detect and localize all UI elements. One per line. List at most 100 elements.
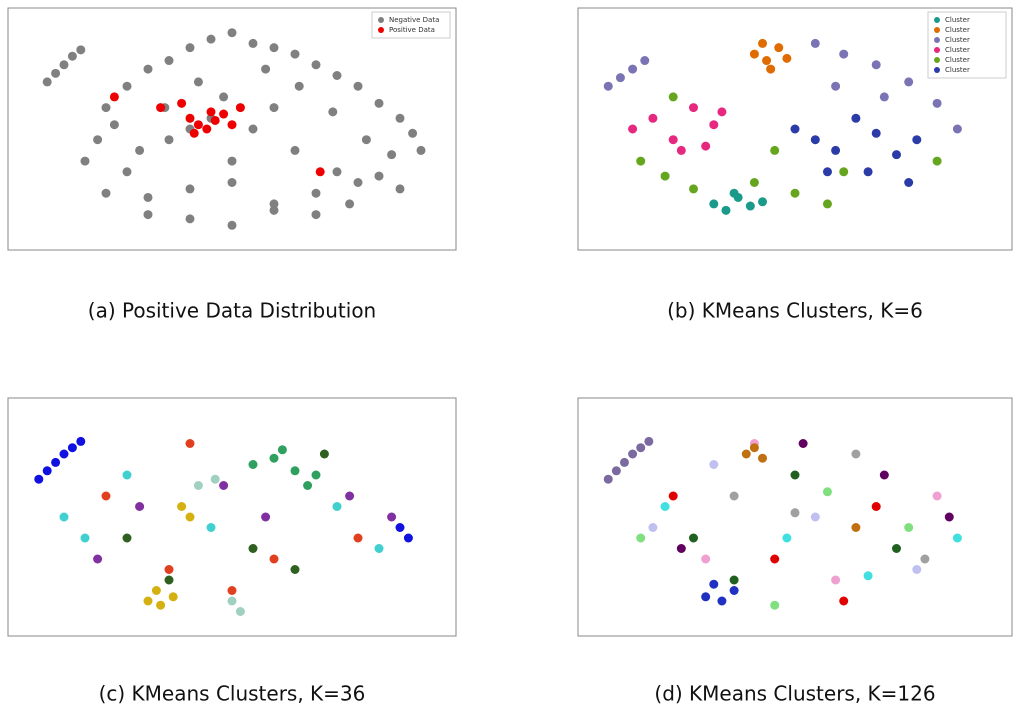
data-point — [353, 81, 363, 91]
data-point — [227, 586, 237, 595]
data-point — [615, 73, 625, 83]
legend-marker — [378, 27, 384, 33]
data-point — [76, 45, 86, 55]
data-point — [790, 508, 800, 518]
legend-label: Cluster — [945, 16, 970, 24]
data-point — [67, 51, 77, 61]
data-point — [109, 120, 119, 130]
legend-box — [927, 11, 1007, 79]
data-point — [164, 56, 174, 66]
data-point — [912, 565, 922, 574]
data-point — [143, 64, 153, 74]
data-point — [636, 533, 646, 543]
data-point — [374, 171, 384, 181]
data-point — [51, 68, 61, 78]
data-point — [156, 103, 166, 113]
data-point — [782, 53, 792, 63]
data-point — [122, 470, 132, 480]
data-point — [745, 201, 755, 211]
data-point — [648, 523, 658, 532]
data-point — [315, 167, 325, 177]
data-point — [871, 502, 881, 511]
legend-label: Cluster — [945, 26, 970, 34]
data-point — [164, 135, 174, 145]
data-point — [770, 554, 780, 564]
data-point — [660, 502, 670, 511]
legend-marker — [934, 57, 940, 63]
data-point — [311, 60, 321, 70]
data-point — [603, 81, 613, 91]
data-point — [122, 167, 132, 177]
data-point — [758, 453, 768, 463]
data-point — [345, 491, 355, 501]
data-point — [269, 103, 279, 113]
data-point — [269, 453, 279, 463]
data-point — [210, 115, 220, 125]
data-point — [93, 135, 103, 145]
data-point — [93, 554, 103, 564]
data-point — [831, 145, 841, 155]
data-point — [611, 466, 621, 476]
data-point — [248, 38, 258, 48]
data-point — [408, 128, 418, 138]
data-point — [177, 502, 187, 511]
data-point — [912, 135, 922, 145]
data-point — [269, 43, 279, 53]
data-point — [294, 81, 304, 91]
data-point — [770, 145, 780, 155]
data-point — [944, 512, 954, 522]
data-point — [668, 135, 678, 145]
data-point — [248, 124, 258, 134]
legend-marker — [934, 47, 940, 53]
data-point — [290, 145, 300, 155]
data-point — [227, 220, 237, 230]
data-point — [345, 199, 355, 209]
data-point — [395, 184, 405, 194]
data-point — [269, 205, 279, 215]
data-point — [709, 460, 719, 469]
data-point — [892, 150, 901, 160]
data-point — [676, 544, 686, 553]
data-point — [185, 113, 195, 123]
data-point — [871, 60, 881, 70]
data-point — [904, 523, 914, 532]
data-point — [904, 178, 914, 187]
data-point — [603, 474, 613, 484]
data-point — [101, 103, 111, 113]
data-point — [790, 470, 800, 480]
data-point — [810, 38, 820, 48]
data-point — [34, 474, 44, 484]
data-point — [76, 436, 86, 446]
data-point — [851, 113, 861, 123]
data-point — [227, 156, 237, 166]
data-point — [636, 156, 646, 166]
data-point — [219, 92, 229, 102]
data-point — [403, 533, 413, 543]
data-point — [689, 184, 698, 194]
data-point — [248, 544, 258, 553]
data-point — [332, 167, 342, 177]
data-point — [122, 533, 132, 543]
data-point — [395, 113, 405, 123]
data-point — [689, 533, 698, 543]
data-point — [290, 565, 300, 574]
data-point — [904, 77, 914, 87]
data-point — [749, 49, 759, 59]
data-point — [839, 167, 849, 177]
data-point — [59, 60, 69, 70]
data-point — [952, 124, 962, 134]
data-point — [758, 38, 768, 48]
data-point — [729, 188, 739, 198]
data-point — [51, 457, 61, 467]
data-point — [177, 98, 187, 108]
data-point — [709, 579, 719, 589]
legend-label: Positive Data — [389, 26, 435, 34]
data-point — [189, 128, 199, 138]
data-point — [42, 77, 52, 87]
data-point — [151, 586, 161, 595]
data-point — [879, 470, 889, 480]
data-point — [59, 512, 69, 522]
data-point — [143, 192, 153, 202]
data-point — [332, 71, 342, 80]
data-point — [709, 120, 719, 130]
